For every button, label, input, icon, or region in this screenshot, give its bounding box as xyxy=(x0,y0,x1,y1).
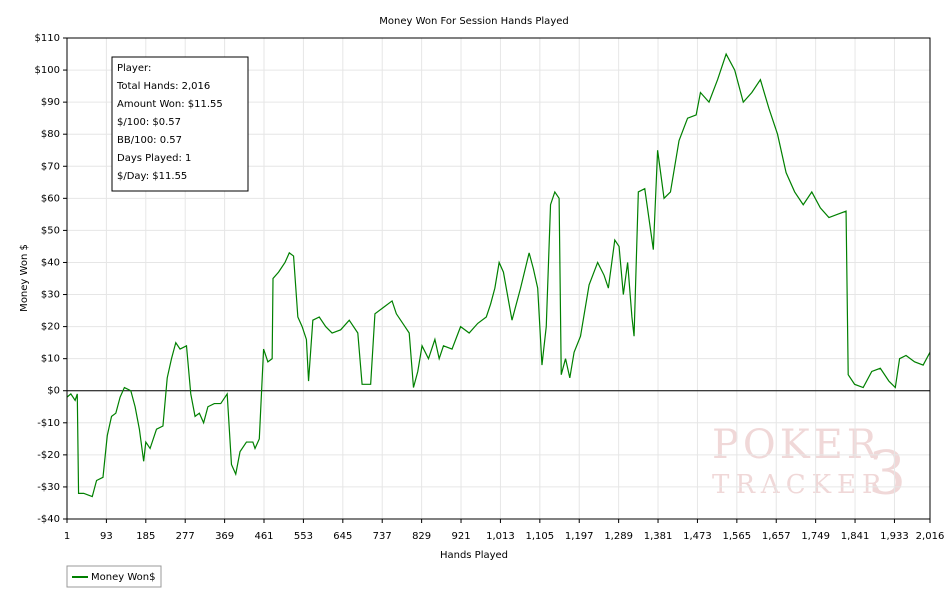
y-tick-label: $10 xyxy=(41,354,60,365)
y-tick-label: $90 xyxy=(41,97,60,108)
x-tick-label: 185 xyxy=(136,531,155,542)
info-line: Total Hands: 2,016 xyxy=(116,81,210,92)
y-tick-label: -$10 xyxy=(37,418,60,429)
x-tick-label: 1,657 xyxy=(762,531,791,542)
chart-title: Money Won For Session Hands Played xyxy=(379,16,568,27)
y-tick-label: $30 xyxy=(41,290,60,301)
x-axis-label: Hands Played xyxy=(440,550,508,561)
y-tick-label: $100 xyxy=(35,65,60,76)
x-tick-label: 461 xyxy=(254,531,273,542)
x-tick-label: 645 xyxy=(333,531,352,542)
data-line xyxy=(66,52,931,498)
y-tick-label: $40 xyxy=(41,257,60,268)
x-tick-label: 553 xyxy=(294,531,313,542)
info-line: $/100: $0.57 xyxy=(117,117,181,128)
y-tick-label: -$30 xyxy=(37,482,60,493)
info-line: BB/100: 0.57 xyxy=(117,135,182,146)
legend xyxy=(66,565,162,588)
info-line: Amount Won: $11.55 xyxy=(117,99,223,110)
x-tick-label: 1,565 xyxy=(723,531,752,542)
x-tick-label: 2,016 xyxy=(916,531,945,542)
watermark-text: POKER xyxy=(712,422,881,468)
y-tick-label: $70 xyxy=(41,161,60,172)
info-box xyxy=(111,56,249,192)
watermark-logo: 3 xyxy=(868,439,910,509)
x-tick-label: 1,473 xyxy=(683,531,712,542)
y-tick-label: $20 xyxy=(41,322,60,333)
x-tick-label: 1,381 xyxy=(644,531,673,542)
x-tick-label: 737 xyxy=(373,531,392,542)
x-tick-label: 1,749 xyxy=(801,531,830,542)
x-tick-label: 1 xyxy=(64,531,70,542)
info-line: Days Played: 1 xyxy=(117,153,191,164)
x-tick-label: 93 xyxy=(100,531,113,542)
x-tick-label: 1,841 xyxy=(841,531,870,542)
x-tick-label: 1,105 xyxy=(526,531,555,542)
watermark: POKER TRACKER 3 xyxy=(712,422,910,509)
info-line: $/Day: $11.55 xyxy=(117,171,187,182)
x-tick-label: 1,933 xyxy=(880,531,909,542)
watermark-text: TRACKER xyxy=(712,470,888,500)
x-tick-label: 277 xyxy=(176,531,195,542)
legend-label: Money Won$ xyxy=(91,572,155,583)
y-tick-label: $80 xyxy=(41,129,60,140)
y-tick-label: $0 xyxy=(47,386,60,397)
y-tick-label: -$40 xyxy=(37,514,60,525)
x-tick-label: 1,013 xyxy=(486,531,515,542)
x-tick-label: 1,289 xyxy=(604,531,633,542)
x-tick-label: 1,197 xyxy=(565,531,594,542)
y-tick-label: -$20 xyxy=(37,450,60,461)
x-tick-label: 829 xyxy=(412,531,431,542)
info-line: Player: xyxy=(117,63,151,74)
x-tick-label: 369 xyxy=(215,531,234,542)
y-tick-label: $110 xyxy=(35,33,60,44)
y-tick-label: $60 xyxy=(41,193,60,204)
y-tick-label: $50 xyxy=(41,225,60,236)
y-axis-label: Money Won $ xyxy=(19,244,30,312)
x-tick-label: 921 xyxy=(451,531,470,542)
plot-border xyxy=(66,37,931,520)
